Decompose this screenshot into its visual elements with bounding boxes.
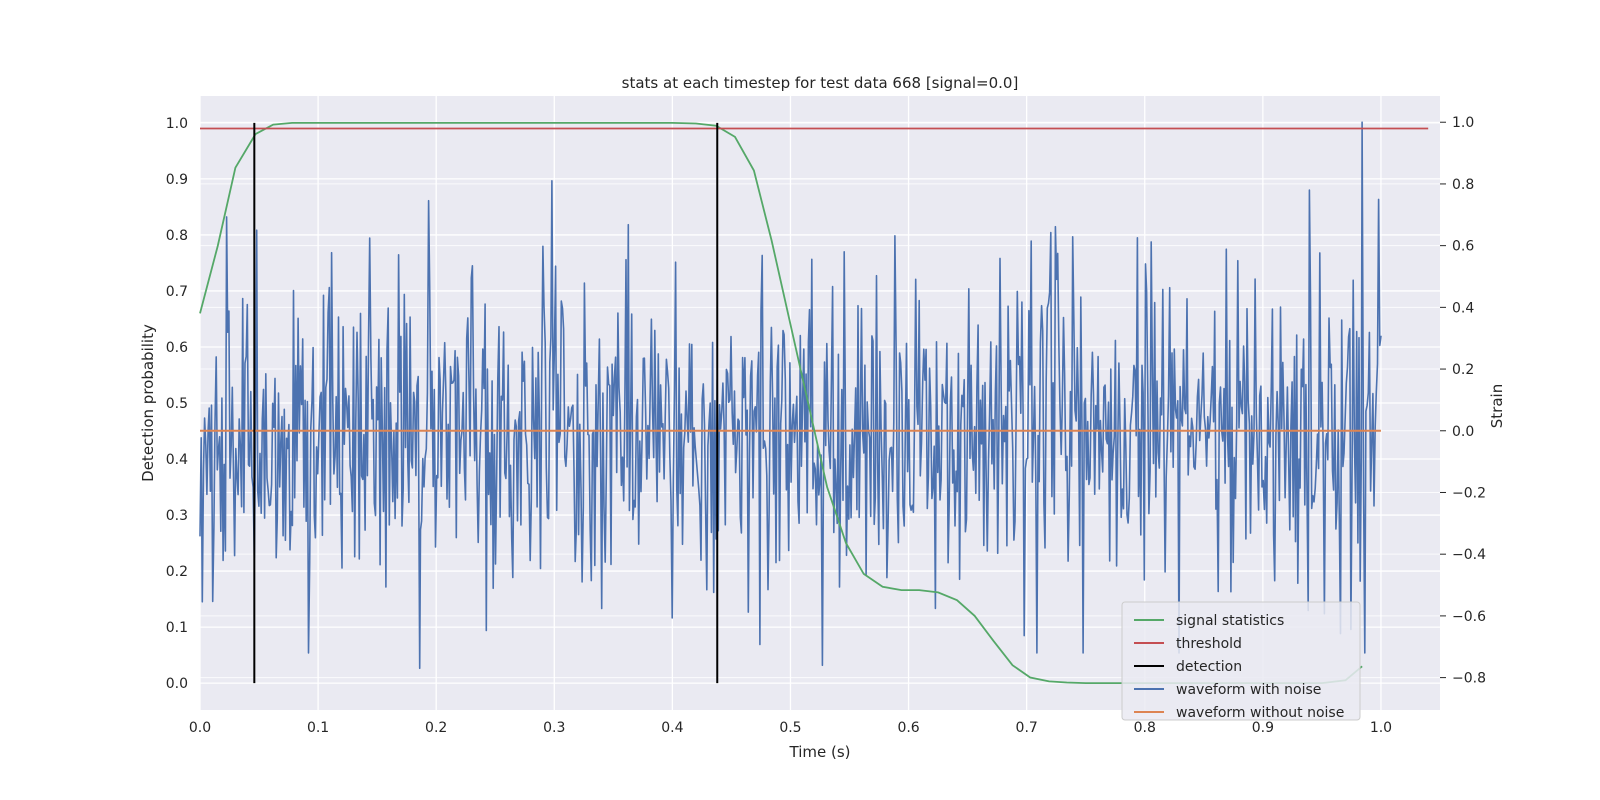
y-tick-label-right: 0.0 [1452,424,1474,440]
y-tick-label-right: −0.2 [1452,485,1486,501]
y-tick-label-left: 0.7 [166,284,188,300]
x-axis-label: Time (s) [789,743,851,761]
y-tick-label-left: 0.8 [166,228,188,244]
chart-title: stats at each timestep for test data 668… [622,74,1019,92]
y-tick-label-right: 0.2 [1452,362,1474,378]
y-tick-label-left: 1.0 [166,116,188,132]
legend-label: signal statistics [1176,613,1284,629]
x-tick-label: 0.0 [189,720,211,736]
legend: signal statistics threshold detection wavef… [1121,601,1361,721]
y-tick-label-right: 0.4 [1452,300,1474,316]
x-tick-label: 0.2 [425,720,447,736]
y-tick-label-left: 0.3 [166,508,188,524]
y-tick-label-left: 0.6 [166,340,188,356]
x-tick-label: 0.6 [897,720,919,736]
x-tick-label: 0.9 [1252,720,1274,736]
legend-label: threshold [1176,636,1242,652]
y-tick-label-left: 0.1 [166,620,188,636]
y-tick-label-left: 0.5 [166,396,188,412]
y-tick-label-right: −0.4 [1452,547,1486,563]
y-tick-label-right: −0.8 [1452,671,1486,687]
y-tick-label-left: 0.2 [166,564,188,580]
y-tick-label-right: 0.6 [1452,239,1474,255]
ticks-layer: 0.0 0.1 0.2 0.3 0.4 0.5 0.6 0.7 0.8 0.9 1.0 0.0 0.1 0… [166,115,1486,736]
y-tick-label-right: 0.8 [1452,177,1474,193]
y-tick-label-left: 0.9 [166,172,188,188]
x-tick-label: 1.0 [1370,720,1392,736]
y-tick-label-right: 1.0 [1452,115,1474,131]
y-tick-label-left: 0.0 [166,676,188,692]
signal-statistics-line [199,122,1363,684]
legend-box [1121,601,1361,721]
series-layer [199,121,1429,684]
x-tick-label: 0.7 [1016,720,1038,736]
x-tick-label: 0.1 [307,720,329,736]
y-tick-label-right: −0.6 [1452,609,1486,625]
x-tick-label: 0.8 [1134,720,1156,736]
legend-label: waveform without noise [1176,705,1344,721]
y-axis-label-left: Detection probability [139,324,157,482]
waveform-with-noise-line [199,121,1382,670]
y-axis-label-right: Strain [1488,384,1506,428]
x-tick-label: 0.5 [779,720,801,736]
legend-label: detection [1176,659,1242,675]
x-tick-label: 0.3 [543,720,565,736]
x-tick-label: 0.4 [661,720,683,736]
y-tick-label-left: 0.4 [166,452,188,468]
legend-label: waveform with noise [1176,682,1321,698]
